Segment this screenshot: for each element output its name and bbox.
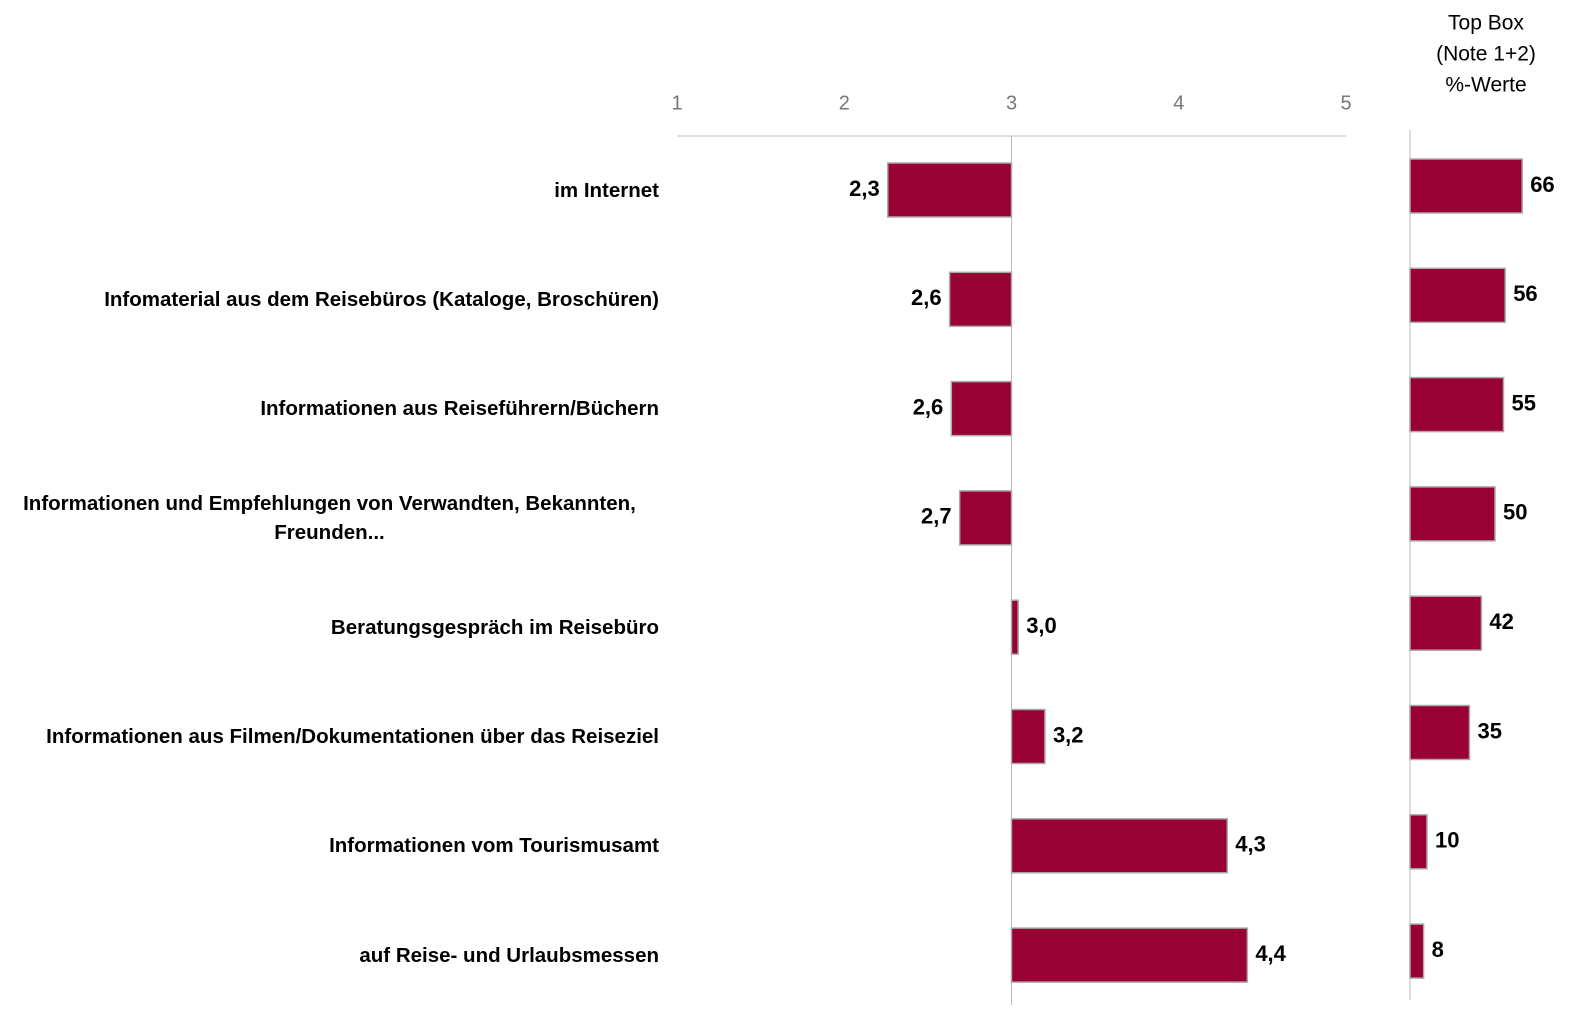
value-label: 4,3 — [1235, 832, 1266, 857]
bar — [1010, 708, 1046, 765]
bar — [958, 490, 1013, 546]
bar — [1409, 595, 1483, 651]
x-tick-label: 2 — [839, 92, 850, 114]
bar — [1409, 158, 1523, 214]
bar — [950, 380, 1013, 437]
category-label-box: Beratungsgespräch im Reisebüro — [0, 587, 659, 667]
value-label: 4,4 — [1255, 941, 1286, 966]
bar — [1409, 923, 1425, 979]
panel-title: (Note 1+2) — [1436, 43, 1536, 66]
value-label: 2,6 — [913, 394, 944, 419]
bar — [1010, 927, 1249, 983]
x-tick-label: 5 — [1340, 92, 1351, 114]
value-label: 66 — [1530, 172, 1554, 197]
bar — [1409, 814, 1428, 870]
category-label-box: Informationen aus Reiseführern/Büchern — [0, 369, 659, 449]
value-label: 3,0 — [1026, 613, 1057, 638]
value-label: 10 — [1435, 828, 1459, 853]
value-label: 2,3 — [849, 176, 880, 201]
category-label: Informationen vom Tourismusamt — [329, 834, 659, 858]
value-label: 56 — [1513, 281, 1537, 306]
bar — [1010, 818, 1229, 874]
category-label-box: Infomaterial aus dem Reisebüros (Katalog… — [0, 259, 659, 339]
category-label: auf Reise- und Urlaubsmessen — [359, 943, 659, 967]
value-label: 42 — [1489, 609, 1513, 634]
x-tick-label: 4 — [1173, 92, 1184, 114]
category-label-box: Informationen vom Tourismusamt — [0, 806, 659, 886]
category-label: Beratungsgespräch im Reisebüro — [330, 615, 659, 639]
category-label: im Internet — [554, 178, 659, 202]
value-label: 2,7 — [921, 504, 952, 529]
category-label: Infomaterial aus dem Reisebüros (Katalog… — [104, 287, 659, 311]
bar — [886, 162, 1013, 218]
panel-title: %-Werte — [1445, 74, 1526, 97]
bar — [1010, 599, 1019, 655]
x-tick-label: 3 — [1006, 92, 1017, 114]
value-label: 3,2 — [1053, 722, 1084, 747]
bar — [1409, 267, 1506, 324]
category-label-box: Informationen und Empfehlungen von Verwa… — [0, 478, 659, 558]
bar — [1409, 376, 1505, 433]
bar — [1409, 486, 1496, 542]
category-label-box: im Internet — [0, 150, 659, 230]
value-label: 2,6 — [911, 285, 942, 310]
value-label: 35 — [1478, 718, 1502, 743]
value-label: 55 — [1512, 390, 1536, 415]
value-label: 50 — [1503, 500, 1527, 525]
bar — [948, 271, 1013, 328]
panel-title: Top Box — [1448, 12, 1524, 35]
x-tick-label: 1 — [671, 92, 682, 114]
bar — [1409, 704, 1471, 761]
category-label: Informationen aus Filmen/Dokumentationen… — [46, 725, 659, 748]
category-label: Informationen aus Reiseführern/Büchern — [260, 397, 659, 421]
category-label-box: auf Reise- und Urlaubsmessen — [0, 915, 659, 995]
value-label: 8 — [1432, 937, 1444, 962]
category-label: Informationen und Empfehlungen von Verwa… — [23, 491, 636, 544]
category-label-box: Informationen aus Filmen/Dokumentationen… — [0, 697, 659, 777]
